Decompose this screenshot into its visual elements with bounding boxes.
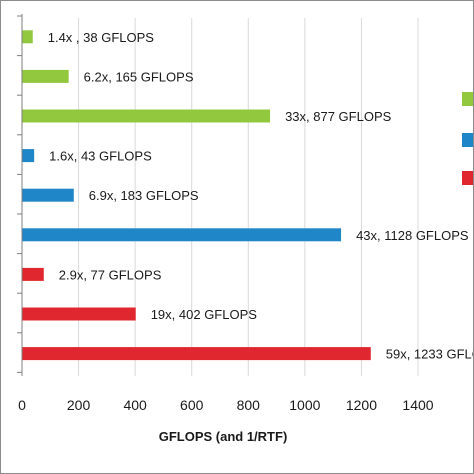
legend bbox=[462, 92, 474, 185]
x-tick-label: 1400 bbox=[402, 397, 433, 413]
bar-data-label: 1.6x, 43 GFLOPS bbox=[49, 149, 152, 164]
bar bbox=[22, 307, 136, 321]
bar bbox=[22, 30, 33, 44]
bar bbox=[22, 69, 69, 83]
bar bbox=[22, 109, 271, 123]
x-axis-tick-labels: 0 200 400 600 800 1000 1200 1400 bbox=[18, 397, 434, 413]
x-tick-label: 200 bbox=[67, 397, 91, 413]
bars-group bbox=[22, 30, 371, 361]
bar bbox=[22, 149, 35, 163]
x-tick-label: 1000 bbox=[289, 397, 320, 413]
x-axis-title: GFLOPS (and 1/RTF) bbox=[159, 429, 288, 444]
x-tick-label: 600 bbox=[180, 397, 204, 413]
x-tick-label: 1200 bbox=[346, 397, 377, 413]
legend-swatch bbox=[462, 92, 474, 106]
gridlines bbox=[78, 18, 419, 376]
x-tick-label: 800 bbox=[237, 397, 261, 413]
legend-swatch bbox=[462, 171, 474, 185]
bar-data-label: 6.9x, 183 GFLOPS bbox=[89, 188, 199, 203]
bar bbox=[22, 267, 44, 281]
bar bbox=[22, 188, 74, 202]
bar-data-label: 1.4x , 38 GFLOPS bbox=[48, 30, 155, 45]
bar-data-label: 2.9x, 77 GFLOPS bbox=[59, 267, 162, 282]
y-axis-ticks bbox=[17, 15, 22, 373]
x-tick-label: 0 bbox=[18, 397, 26, 413]
bar-data-label: 33x, 877 GFLOPS bbox=[285, 109, 392, 124]
bar-data-label: 19x, 402 GFLOPS bbox=[151, 307, 258, 322]
x-tick-label: 400 bbox=[123, 397, 147, 413]
bar bbox=[22, 228, 342, 242]
bar-data-label: 59x, 1233 GFLOPS bbox=[386, 347, 474, 362]
bar-data-label: 43x, 1128 GFLOPS bbox=[356, 228, 469, 243]
legend-swatch bbox=[462, 133, 474, 147]
bar bbox=[22, 347, 371, 361]
data-labels-group: 1.4x , 38 GFLOPS 6.2x, 165 GFLOPS 33x, 877… bbox=[48, 30, 474, 362]
bar-data-label: 6.2x, 165 GFLOPS bbox=[84, 69, 194, 84]
